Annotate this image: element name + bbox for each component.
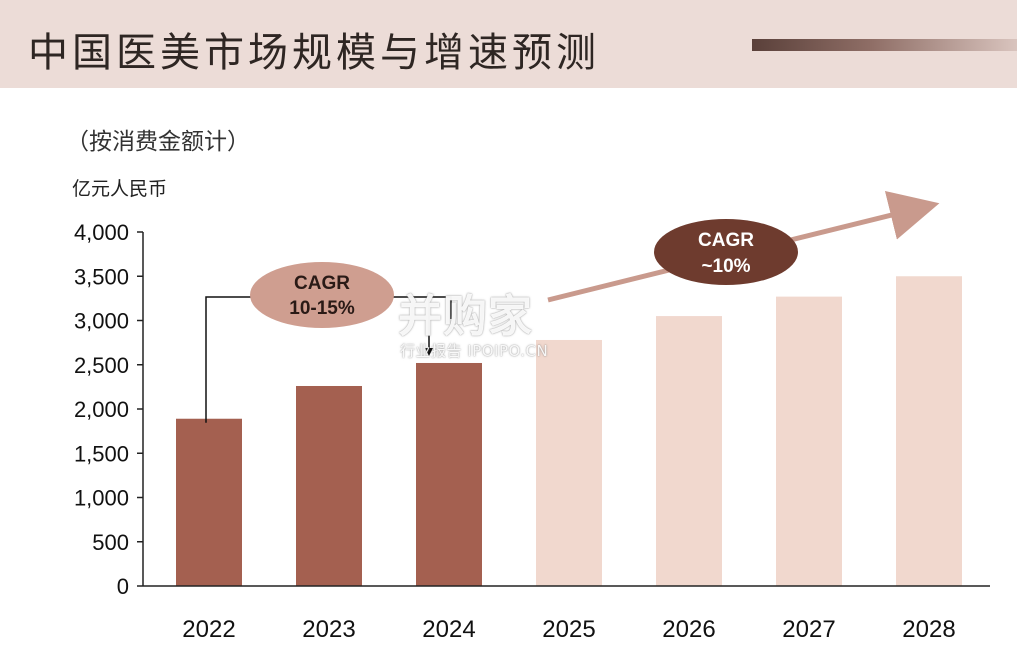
title-banner: 中国医美市场规模与增速预测 (0, 0, 1017, 88)
bar-2028 (896, 276, 962, 586)
title-accent-bar (752, 39, 1017, 51)
y-tick-label: 3,500 (74, 264, 129, 289)
y-tick-label: 4,000 (74, 220, 129, 245)
x-tick-label-2025: 2025 (542, 616, 595, 643)
bar-2022 (176, 418, 242, 586)
cagr-future-label: CAGR (698, 230, 754, 251)
y-tick-label: 500 (92, 530, 129, 555)
page-title: 中国医美市场规模与增速预测 (28, 30, 600, 76)
y-tick-label: 1,000 (74, 486, 129, 511)
x-tick-label-2026: 2026 (662, 616, 715, 643)
x-tick-label-2023: 2023 (302, 616, 355, 643)
x-tick-label-2022: 2022 (182, 616, 235, 643)
bar-2025 (536, 339, 602, 586)
chart-subtitle: （按消费金额计） (66, 129, 250, 155)
cagr-past-value: 10-15% (289, 298, 355, 319)
cagr-past-badge (250, 262, 394, 328)
y-tick-label: 3,000 (74, 309, 129, 334)
bars-layer (176, 276, 962, 586)
bar-2024 (416, 362, 482, 586)
y-tick-label: 2,500 (74, 353, 129, 378)
axes-layer: 2022 2023 2024 2025 2026 2027 2028 0 500 1,000 1,5… (74, 220, 990, 643)
annotations-layer: CAGR 10-15% CAGR ~10% (205, 190, 940, 423)
y-tick-label: 0 (117, 574, 129, 599)
cagr-future-badge (654, 219, 798, 285)
bar-2026 (656, 316, 722, 586)
y-tick-label: 2,000 (74, 397, 129, 422)
cagr-past-label: CAGR (294, 273, 350, 294)
y-tick-label: 1,500 (74, 441, 129, 466)
x-tick-label-2027: 2027 (782, 616, 835, 643)
cagr-future-value: ~10% (701, 256, 750, 277)
bar-2027 (776, 296, 842, 586)
x-tick-label-2024: 2024 (422, 616, 475, 643)
bar-2023 (296, 385, 362, 586)
y-axis-unit-label: 亿元人民币 (72, 178, 168, 200)
x-tick-label-2028: 2028 (902, 616, 955, 643)
